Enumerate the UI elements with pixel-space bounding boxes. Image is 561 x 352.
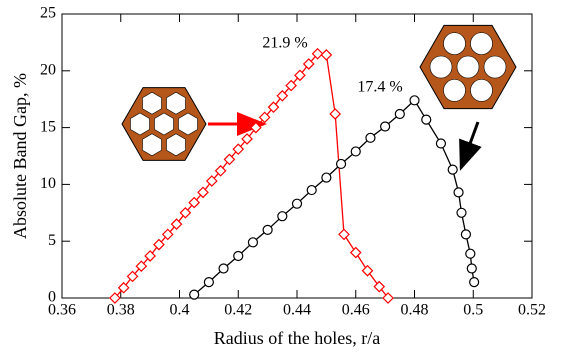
circle-marker: [277, 211, 288, 222]
y-axis-title: Absolute Band Gap, %: [10, 73, 30, 239]
diamond-marker: [205, 175, 218, 187]
diamond-marker: [188, 196, 201, 209]
circle-marker: [409, 95, 420, 106]
diamond-marker: [117, 281, 130, 294]
diamond-marker: [311, 47, 324, 60]
x-tick-label: 0.52: [518, 302, 546, 319]
circle-marker: [247, 237, 259, 248]
diamond-marker: [161, 228, 174, 241]
circle-marker: [447, 164, 458, 175]
y-tick-label: 0: [48, 289, 56, 306]
circle-marker: [321, 172, 332, 183]
diamond-marker: [197, 186, 209, 199]
series-line: [193, 99, 475, 296]
x-tick-label: 0.5: [463, 302, 483, 319]
circle-hole: [429, 55, 453, 79]
annotation: 17.4 %: [357, 79, 402, 96]
circle-marker: [469, 276, 480, 288]
circle-hole: [443, 79, 466, 102]
circle-marker: [335, 158, 347, 170]
hex-hole: [142, 133, 162, 157]
circle-marker: [203, 276, 214, 288]
circle-hole: [483, 55, 507, 79]
circle-marker: [456, 207, 467, 218]
diamond-marker: [349, 246, 362, 259]
diamond-marker: [267, 101, 280, 114]
x-axis-title: Radius of the holes, r/a: [214, 328, 380, 348]
black-arrow: [459, 121, 482, 171]
circle-marker: [365, 132, 376, 143]
diamond-marker: [373, 280, 386, 293]
circle-marker: [465, 248, 476, 259]
diamond-marker: [179, 206, 192, 219]
hex-hole: [154, 112, 174, 136]
diamond-marker: [276, 89, 289, 102]
circle-marker: [350, 146, 361, 157]
diamond-marker: [382, 292, 394, 304]
diamond-marker: [302, 58, 315, 70]
hex-hole: [142, 91, 162, 115]
diamond-marker: [338, 228, 350, 241]
diamond-marker: [153, 238, 165, 251]
y-tick-label: 15: [40, 118, 56, 135]
x-tick-label: 0.48: [401, 302, 429, 319]
circle-marker: [466, 263, 477, 274]
diamond-marker: [214, 164, 227, 177]
diamond-marker: [250, 121, 262, 134]
x-tick-label: 0.42: [224, 302, 252, 319]
diamond-marker: [135, 260, 148, 273]
y-tick-label: 10: [40, 175, 56, 192]
diamond-marker: [232, 143, 245, 156]
circle-hole: [443, 32, 466, 55]
circle-hole: [456, 55, 480, 79]
circle-marker: [218, 263, 229, 274]
circle-hole: [470, 79, 493, 102]
insets: [121, 24, 517, 171]
diamond-marker: [170, 218, 183, 231]
diamond-marker: [329, 108, 342, 120]
hex-hole: [166, 91, 186, 115]
circle-marker: [460, 229, 472, 240]
circle-marker: [306, 184, 317, 196]
y-tick-label: 5: [48, 232, 56, 249]
circle-marker: [435, 138, 447, 149]
diamond-marker: [144, 250, 156, 262]
hex-hole: [130, 112, 150, 136]
circle-hole: [470, 32, 493, 55]
diamond-marker: [223, 153, 236, 166]
diamond-marker: [258, 111, 271, 124]
annotation: 21.9 %: [262, 35, 307, 52]
x-tick-label: 0.4: [170, 302, 190, 319]
hex-hole: [178, 112, 198, 136]
x-tick-label: 0.38: [107, 302, 135, 319]
circle-marker: [291, 198, 303, 209]
y-tick-label: 20: [40, 61, 56, 78]
diamond-marker: [285, 79, 297, 92]
diamond-marker: [294, 69, 306, 82]
y-tick-label: 25: [40, 5, 56, 22]
x-tick-label: 0.46: [342, 302, 370, 319]
circle-marker: [189, 289, 200, 300]
x-tick-label: 0.44: [283, 302, 311, 319]
circle-marker: [453, 187, 464, 198]
diamond-marker: [126, 270, 139, 283]
hex-hole: [166, 133, 186, 157]
diamond-marker: [361, 264, 374, 277]
diamond-marker: [320, 49, 333, 61]
diamond-marker: [109, 292, 121, 304]
diamond-marker: [241, 133, 253, 145]
circle-marker: [380, 121, 391, 132]
circle-marker: [233, 250, 244, 262]
circle-marker: [262, 224, 273, 235]
x-tick-label: 0.36: [48, 302, 76, 319]
circle-marker: [421, 114, 432, 125]
circle-marker: [394, 108, 405, 120]
